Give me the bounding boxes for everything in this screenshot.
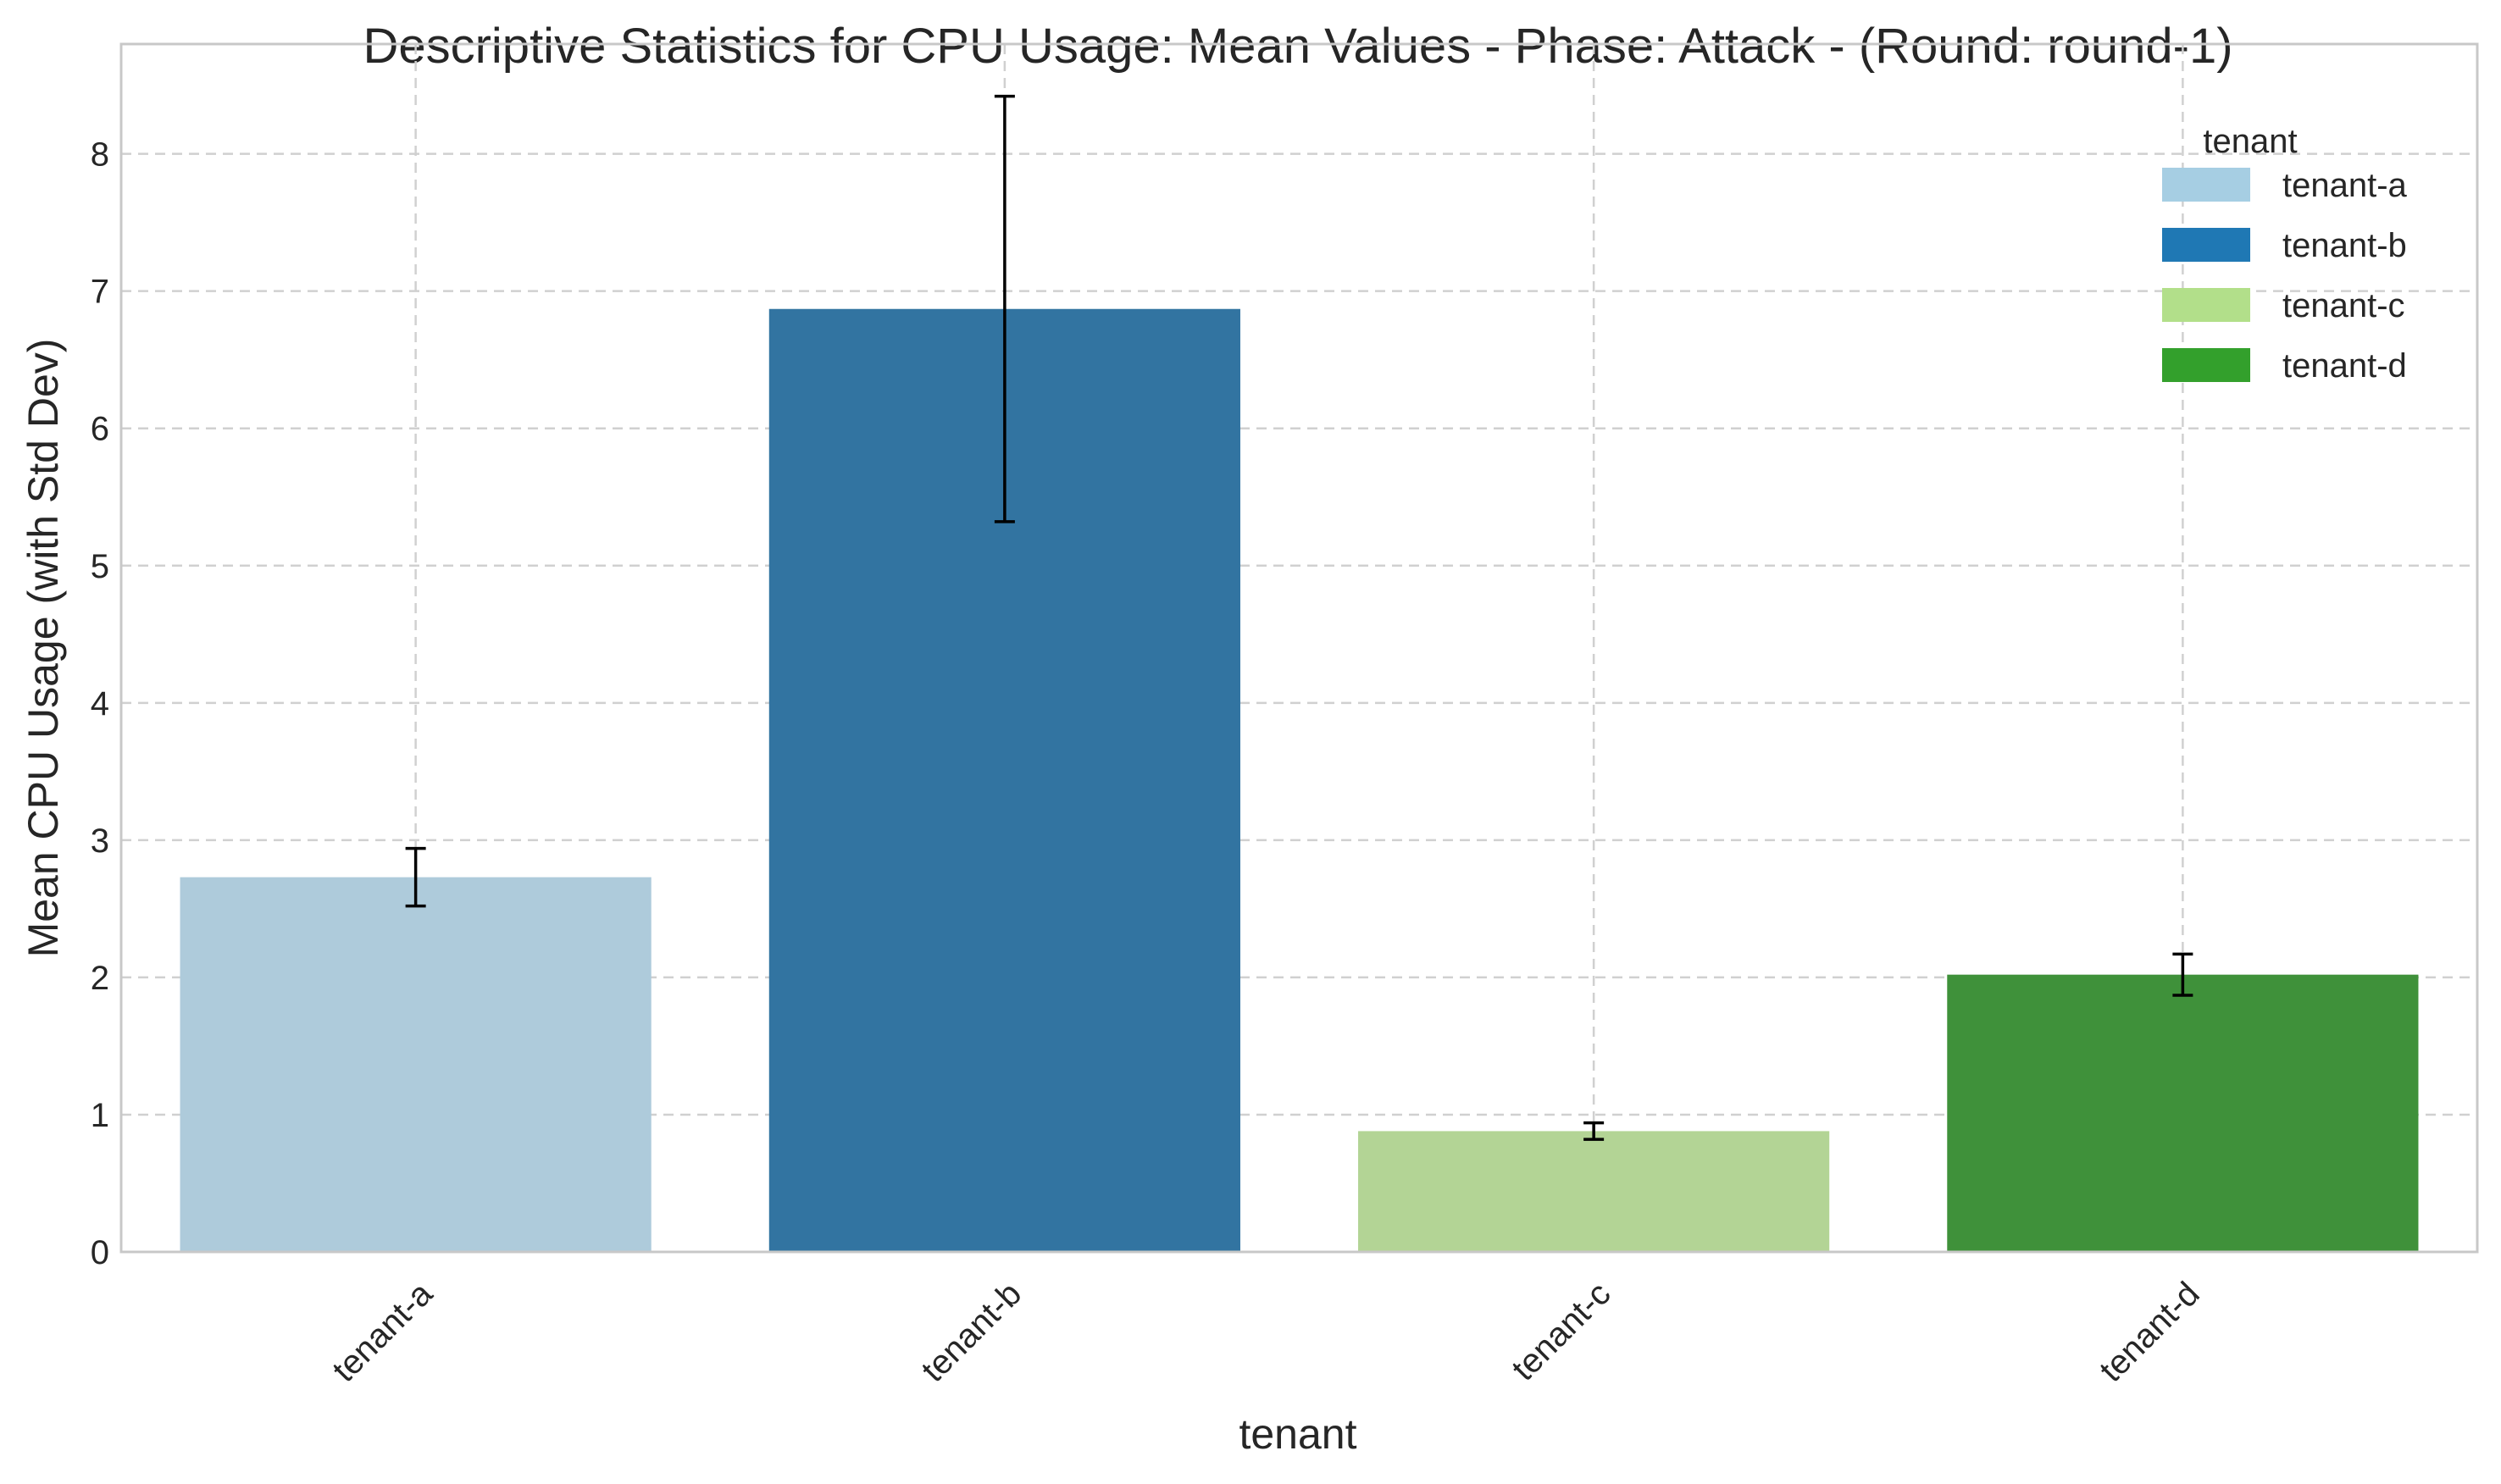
y-tick-label: 3 — [91, 822, 109, 860]
y-ticks-layer: 0 1 2 3 4 5 6 7 8 — [91, 136, 109, 1271]
bar-tenant-a — [180, 877, 652, 1252]
legend-label: tenant-b — [2282, 227, 2407, 264]
legend: tenant tenant-a tenant-b tenant-c tenant-d — [2162, 123, 2408, 385]
y-tick-label: 8 — [91, 136, 109, 174]
x-tick-label: tenant-a — [325, 1275, 440, 1389]
y-tick-label: 0 — [91, 1234, 109, 1271]
y-tick-label: 6 — [91, 411, 109, 448]
y-tick-label: 7 — [91, 274, 109, 311]
bar-tenant-d — [1947, 974, 2419, 1252]
y-tick-label: 2 — [91, 960, 109, 997]
error-bars-layer — [405, 94, 2193, 1141]
legend-title: tenant — [2203, 123, 2297, 160]
chart-title: Descriptive Statistics for CPU Usage: Me… — [363, 19, 2232, 74]
legend-swatch-tenant-b — [2162, 228, 2250, 262]
y-axis-label: Mean CPU Usage (with Std Dev) — [19, 339, 67, 958]
y-tick-label: 5 — [91, 548, 109, 585]
bars-layer — [180, 308, 2419, 1252]
y-tick-label: 4 — [91, 685, 109, 723]
x-axis-label: tenant — [1239, 1410, 1356, 1458]
bar-tenant-c — [1358, 1131, 1830, 1252]
x-ticks-layer: tenant-a tenant-b tenant-c tenant-d — [325, 1275, 2207, 1389]
legend-label: tenant-a — [2282, 167, 2408, 204]
y-tick-label: 1 — [91, 1097, 109, 1134]
legend-swatch-tenant-a — [2162, 168, 2250, 202]
x-tick-label: tenant-c — [1505, 1275, 1617, 1387]
legend-swatch-tenant-c — [2162, 288, 2250, 322]
legend-swatch-tenant-d — [2162, 348, 2250, 382]
x-tick-label: tenant-b — [914, 1275, 1029, 1389]
legend-label: tenant-c — [2282, 287, 2405, 324]
x-tick-label: tenant-d — [2093, 1275, 2207, 1389]
plot-frame — [119, 42, 2479, 1254]
legend-label: tenant-d — [2282, 347, 2407, 385]
